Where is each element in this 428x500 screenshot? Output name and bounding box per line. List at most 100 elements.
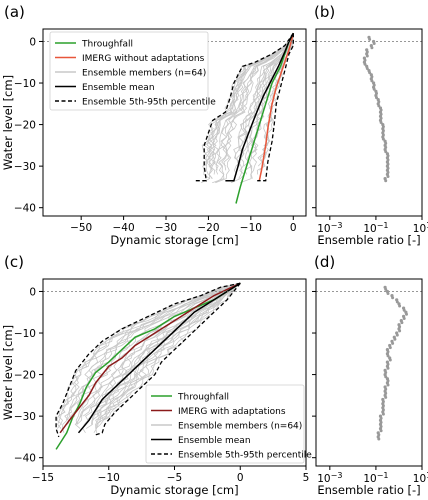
x-tick-label: 10−1 [363, 221, 388, 235]
ensemble-member-line [238, 33, 294, 179]
x-tick-label: 10−3 [317, 471, 342, 485]
panel-a-plot-area [195, 32, 295, 204]
x-tick-label: −10 [98, 472, 120, 484]
ratio-point [368, 71, 372, 75]
legend-entry: Ensemble mean [82, 83, 155, 93]
ensemble-member-line [95, 282, 241, 429]
ratio-point [386, 292, 390, 295]
ratio-point [379, 429, 383, 433]
x-tick-label: 5 [303, 472, 310, 484]
ensemble-member-line [204, 32, 294, 175]
series-line-ensemble-mean [225, 32, 294, 182]
x-tick-label: 101 [413, 221, 428, 235]
ratio-point [377, 437, 381, 441]
panel-c-plot-area [55, 282, 241, 450]
y-tick-label: −30 [14, 411, 36, 423]
ratio-point [377, 104, 381, 108]
series-line-imerg-without-adaptations [258, 33, 295, 181]
ensemble-member-line [102, 282, 241, 421]
series-line-imerg-with-adaptations [59, 282, 241, 434]
x-tick-label: 101 [413, 471, 428, 485]
ensemble-member-line [201, 32, 294, 179]
ensemble-member-line [91, 282, 241, 425]
panel-label: (b) [314, 3, 335, 21]
ensemble-member-line [64, 282, 241, 421]
ratio-point [386, 175, 390, 178]
x-tick-label: −50 [70, 222, 92, 234]
legend-entry: Ensemble 5th-95th percentile [178, 451, 312, 461]
ratio-point [381, 412, 385, 416]
ratio-point [365, 67, 369, 70]
ensemble-member-line [212, 33, 294, 184]
ratio-point [386, 383, 390, 387]
ensemble-member-line [76, 282, 241, 425]
legend-box [145, 384, 305, 464]
x-axis-label: Ensemble ratio [-] [317, 483, 420, 497]
x-tick-label: −15 [32, 472, 54, 484]
panel-label: (a) [4, 3, 25, 21]
ratio-point [398, 329, 402, 333]
ratio-point [379, 121, 383, 124]
panel-label: (c) [4, 253, 24, 271]
ensemble-member-line [215, 33, 294, 184]
ensemble-member-line [102, 282, 241, 421]
y-tick-label: −40 [14, 453, 36, 465]
ratio-point [384, 179, 388, 183]
y-tick-label: −40 [14, 203, 36, 215]
panel-label: (d) [314, 253, 335, 271]
x-tick-label: −30 [155, 222, 177, 234]
legend-entry: Ensemble mean [178, 436, 251, 446]
ensemble-member-line [208, 32, 294, 167]
y-tick-label: −10 [14, 328, 36, 340]
ratio-point [370, 79, 374, 83]
ratio-point [395, 333, 399, 337]
ratio-point [391, 341, 395, 345]
series-line-ensemble-mean [77, 282, 241, 434]
ratio-point [363, 62, 367, 66]
x-axis-label: Dynamic storage [cm] [110, 483, 238, 497]
y-axis-label: Water level [cm] [1, 75, 15, 170]
x-axis-label: Dynamic storage [cm] [110, 233, 238, 247]
ratio-point [381, 137, 385, 141]
x-tick-label: −10 [240, 222, 262, 234]
ratio-point [405, 312, 408, 316]
x-tick-label: −5 [167, 472, 182, 484]
ensemble-member-line [212, 33, 294, 175]
ensemble-member-line [56, 282, 241, 425]
legend-entry: Ensemble members (n=64) [178, 422, 302, 432]
ratio-point [386, 366, 390, 370]
ratio-point [370, 46, 374, 50]
y-tick-label: −30 [14, 161, 36, 173]
ratio-point [393, 337, 397, 341]
x-tick-label: 0 [290, 222, 297, 234]
ratio-point [400, 321, 404, 325]
ratio-point [388, 358, 392, 362]
legend-entry: IMERG without adaptations [82, 54, 205, 64]
ratio-point [391, 296, 395, 300]
x-tick-label: 10−3 [317, 221, 342, 235]
ratio-point [372, 42, 376, 45]
legend-entry: Ensemble members (n=64) [82, 69, 206, 79]
x-tick-label: 0 [237, 472, 244, 484]
ratio-point [384, 287, 388, 291]
ratio-point [398, 304, 402, 308]
y-tick-label: −10 [14, 78, 36, 90]
x-tick-label: −40 [113, 222, 135, 234]
ratio-point [368, 37, 372, 41]
x-tick-label: −20 [197, 222, 219, 234]
legend-entry: Throughfall [177, 393, 229, 403]
series-line-ensemble-5th-95th-percentile [55, 282, 241, 438]
x-tick-label: 10−1 [363, 471, 388, 485]
legend-entry: Throughfall [81, 40, 133, 50]
x-axis-label: Ensemble ratio [-] [317, 233, 420, 247]
ratio-point [386, 354, 390, 358]
series-line-ensemble-5th-95th-percentile-upper- [257, 33, 294, 182]
ensemble-member-line [82, 282, 241, 434]
y-tick-label: 0 [29, 286, 36, 298]
legend-box [49, 31, 209, 111]
series-line-ensemble-5th-95th-percentile [195, 32, 294, 182]
ratio-point [384, 150, 388, 154]
y-tick-label: −20 [14, 120, 36, 132]
ratio-point [402, 317, 406, 320]
